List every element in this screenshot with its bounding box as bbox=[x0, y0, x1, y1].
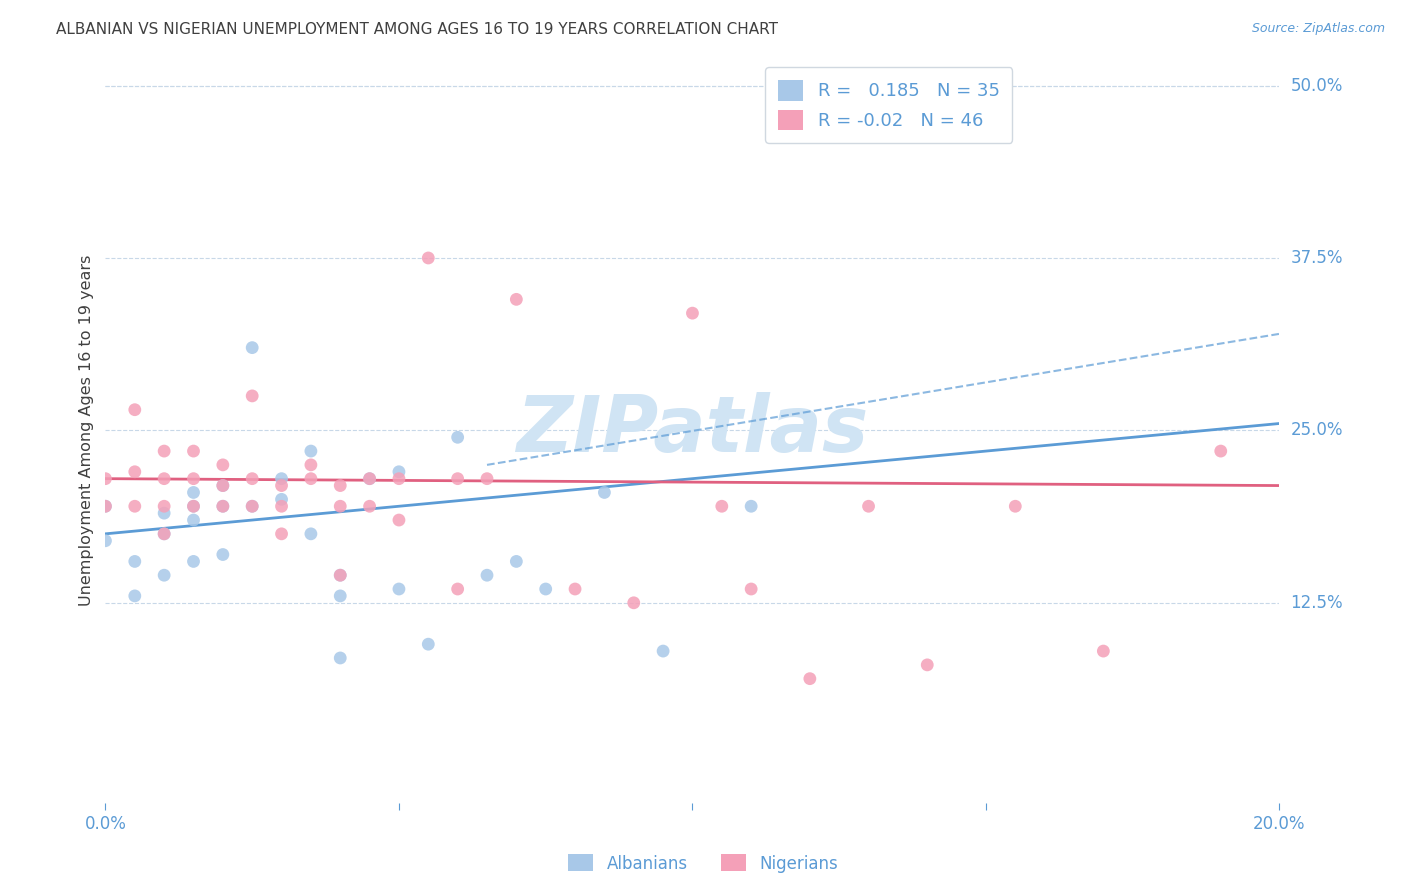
Point bbox=[388, 513, 411, 527]
Point bbox=[94, 500, 117, 514]
Point bbox=[183, 513, 205, 527]
Point bbox=[534, 582, 557, 596]
Point bbox=[183, 485, 205, 500]
Point bbox=[388, 582, 411, 596]
Point bbox=[240, 500, 263, 514]
Point bbox=[329, 568, 352, 582]
Point bbox=[799, 672, 821, 686]
Legend: R =   0.185   N = 35, R = -0.02   N = 46: R = 0.185 N = 35, R = -0.02 N = 46 bbox=[765, 67, 1012, 143]
Point bbox=[211, 458, 233, 472]
Point bbox=[299, 472, 322, 486]
Point bbox=[329, 478, 352, 492]
Point bbox=[917, 657, 939, 672]
Point bbox=[240, 472, 263, 486]
Point bbox=[359, 472, 381, 486]
Point bbox=[124, 465, 146, 479]
Point bbox=[153, 526, 176, 541]
Point bbox=[94, 472, 117, 486]
Point bbox=[211, 548, 233, 562]
Point bbox=[1209, 444, 1232, 458]
Point bbox=[183, 444, 205, 458]
Text: 50.0%: 50.0% bbox=[1291, 77, 1343, 95]
Point bbox=[299, 526, 322, 541]
Point bbox=[270, 478, 292, 492]
Point bbox=[475, 472, 498, 486]
Legend: Albanians, Nigerians: Albanians, Nigerians bbox=[561, 847, 845, 880]
Point bbox=[153, 526, 176, 541]
Point bbox=[329, 568, 352, 582]
Point bbox=[446, 582, 468, 596]
Point bbox=[329, 589, 352, 603]
Point bbox=[153, 506, 176, 520]
Point bbox=[211, 478, 233, 492]
Point bbox=[153, 472, 176, 486]
Point bbox=[652, 644, 675, 658]
Point bbox=[858, 500, 880, 514]
Point bbox=[418, 637, 440, 651]
Text: Source: ZipAtlas.com: Source: ZipAtlas.com bbox=[1251, 22, 1385, 36]
Point bbox=[1004, 500, 1026, 514]
Point bbox=[153, 444, 176, 458]
Point bbox=[211, 500, 233, 514]
Point bbox=[418, 251, 440, 265]
Point bbox=[446, 430, 468, 444]
Point bbox=[299, 444, 322, 458]
Point bbox=[359, 472, 381, 486]
Point bbox=[329, 651, 352, 665]
Point bbox=[183, 500, 205, 514]
Point bbox=[446, 472, 468, 486]
Point bbox=[475, 568, 498, 582]
Point bbox=[564, 582, 586, 596]
Point bbox=[270, 492, 292, 507]
Point bbox=[270, 472, 292, 486]
Point bbox=[388, 472, 411, 486]
Point bbox=[359, 500, 381, 514]
Point bbox=[124, 554, 146, 568]
Point bbox=[270, 526, 292, 541]
Point bbox=[240, 389, 263, 403]
Point bbox=[682, 306, 704, 320]
Point bbox=[270, 500, 292, 514]
Point bbox=[1092, 644, 1115, 658]
Text: 12.5%: 12.5% bbox=[1291, 594, 1343, 612]
Text: ALBANIAN VS NIGERIAN UNEMPLOYMENT AMONG AGES 16 TO 19 YEARS CORRELATION CHART: ALBANIAN VS NIGERIAN UNEMPLOYMENT AMONG … bbox=[56, 22, 779, 37]
Point bbox=[124, 500, 146, 514]
Point bbox=[388, 465, 411, 479]
Point bbox=[153, 568, 176, 582]
Point bbox=[211, 478, 233, 492]
Point bbox=[593, 485, 616, 500]
Point bbox=[94, 500, 117, 514]
Y-axis label: Unemployment Among Ages 16 to 19 years: Unemployment Among Ages 16 to 19 years bbox=[79, 255, 94, 606]
Point bbox=[183, 500, 205, 514]
Point bbox=[740, 500, 762, 514]
Point bbox=[211, 500, 233, 514]
Point bbox=[505, 554, 527, 568]
Point bbox=[710, 500, 733, 514]
Point bbox=[124, 589, 146, 603]
Text: ZIPatlas: ZIPatlas bbox=[516, 392, 869, 468]
Text: 25.0%: 25.0% bbox=[1291, 421, 1343, 440]
Point bbox=[623, 596, 645, 610]
Point bbox=[240, 341, 263, 355]
Point bbox=[183, 554, 205, 568]
Point bbox=[240, 500, 263, 514]
Point bbox=[505, 293, 527, 307]
Point bbox=[740, 582, 762, 596]
Point bbox=[124, 402, 146, 417]
Point bbox=[183, 472, 205, 486]
Point bbox=[799, 78, 821, 93]
Point bbox=[299, 458, 322, 472]
Point bbox=[94, 533, 117, 548]
Text: 37.5%: 37.5% bbox=[1291, 249, 1343, 267]
Point bbox=[153, 500, 176, 514]
Point bbox=[329, 500, 352, 514]
